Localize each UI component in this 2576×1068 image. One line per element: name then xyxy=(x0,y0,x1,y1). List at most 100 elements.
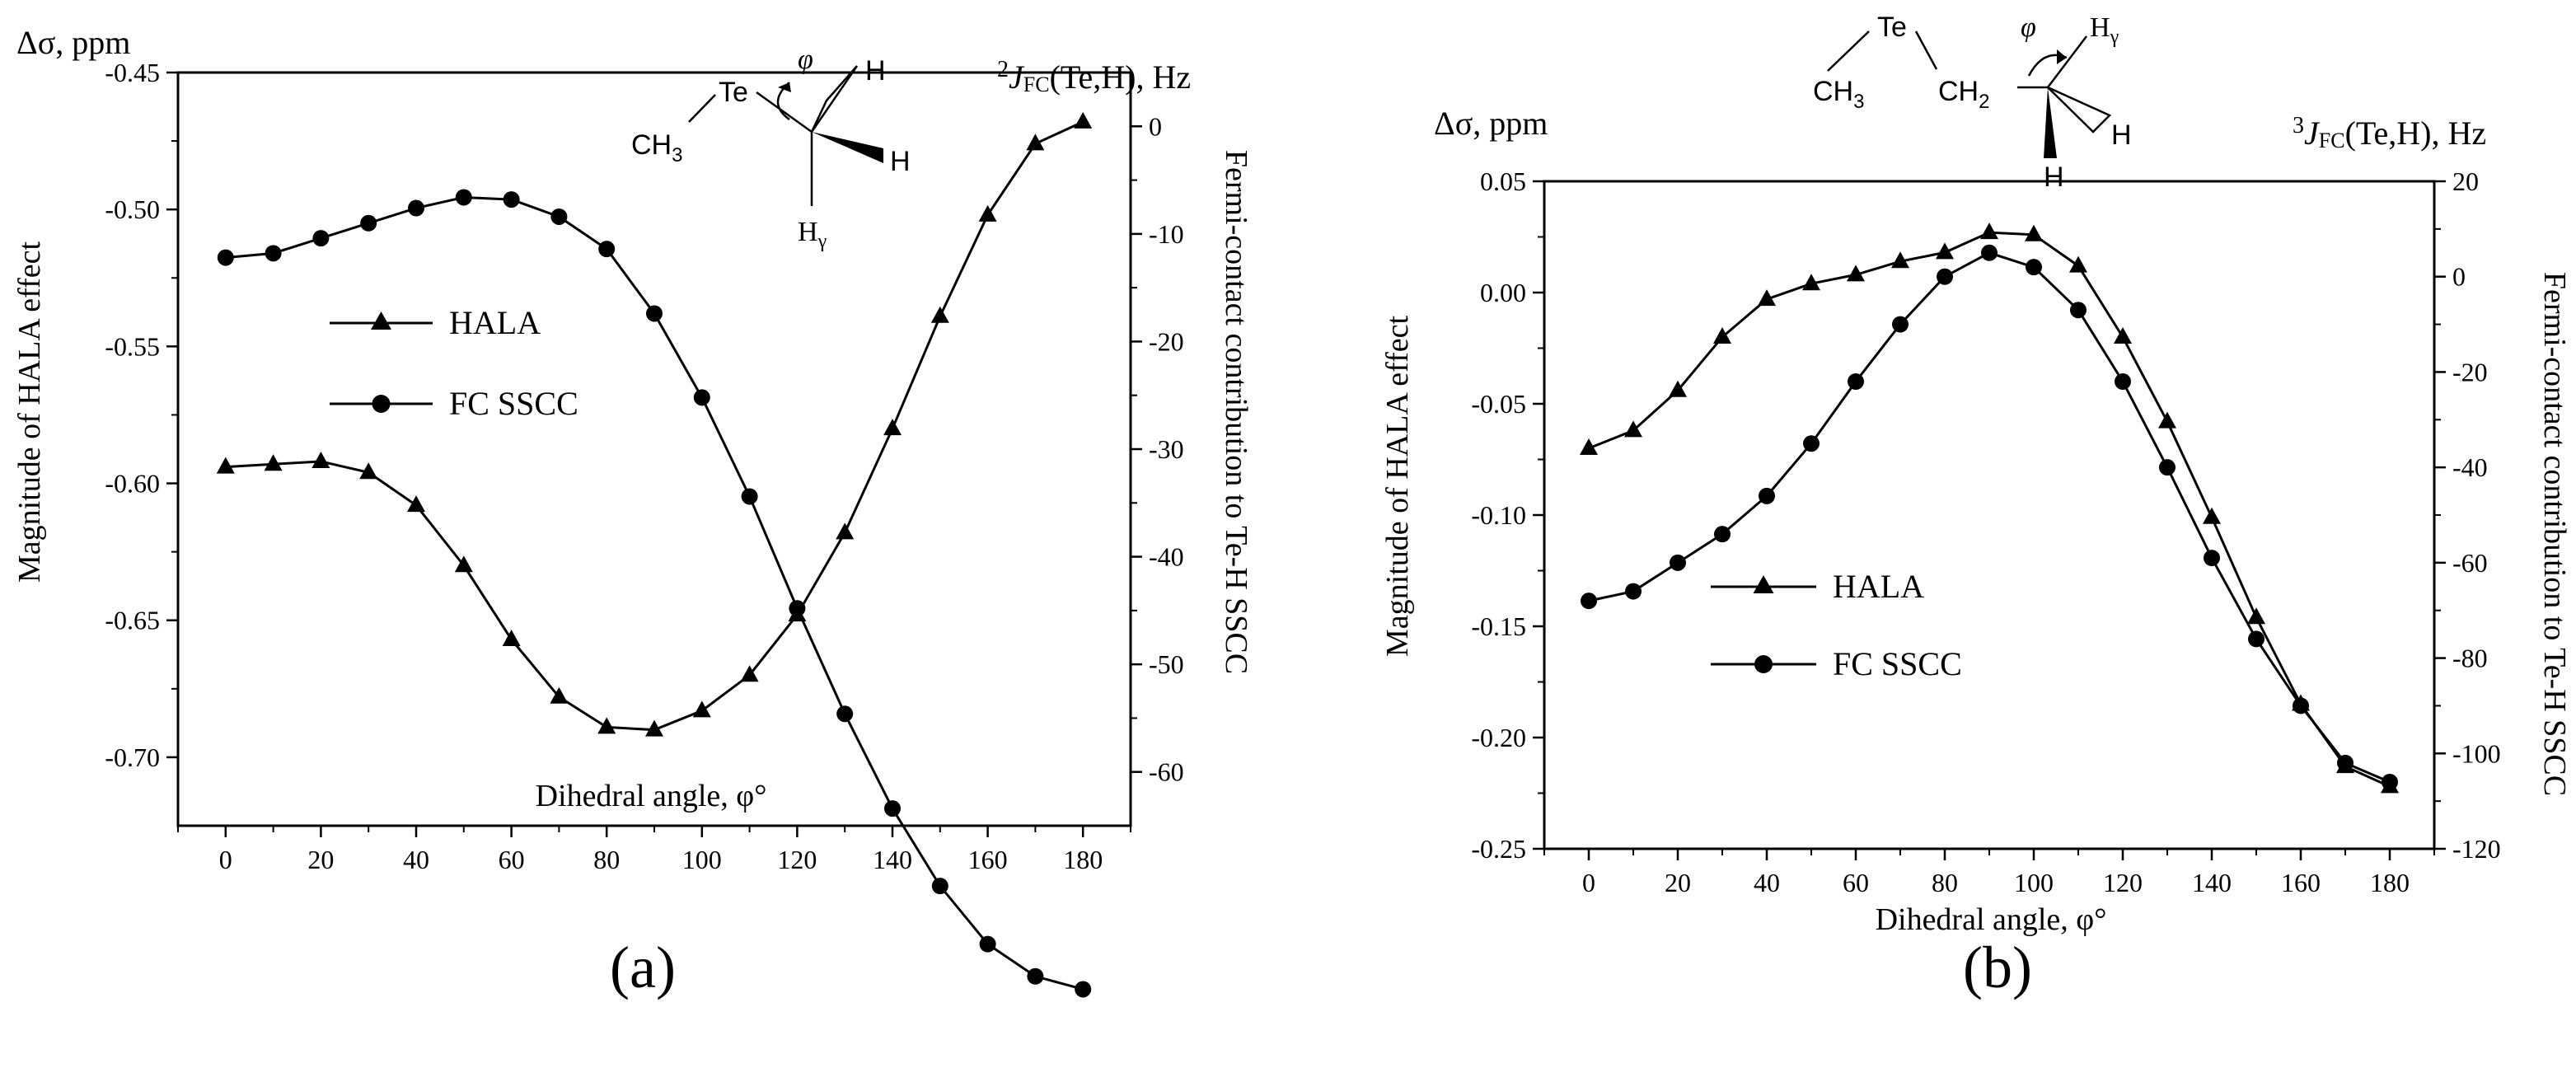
mol-a-hg-sub: γ xyxy=(817,231,827,252)
y2-tick-label: -60 xyxy=(1149,757,1184,787)
mol-b-hg: Hγ xyxy=(2090,12,2119,48)
x-tick-label: 120 xyxy=(777,845,817,874)
y2-tick-label: -100 xyxy=(2452,738,2501,768)
point-fc-sscc xyxy=(2115,373,2131,390)
mol-a-ch3: CH3 xyxy=(631,129,682,166)
legend-hala-triangle xyxy=(371,312,391,330)
point-hala xyxy=(597,717,616,734)
panel-a-right-unit-j: J xyxy=(1009,59,1025,96)
mol-b-h2: H xyxy=(2044,162,2064,193)
point-fc-sscc xyxy=(2382,774,2398,790)
x-tick-label: 80 xyxy=(593,845,620,874)
x-tick-label: 60 xyxy=(499,845,525,874)
point-hala xyxy=(836,522,855,540)
point-hala xyxy=(1580,438,1598,455)
point-fc-sscc xyxy=(931,878,948,895)
panel-b-right-unit: 3JFC(Te,H), Hz xyxy=(2293,113,2486,152)
y-tick-label: -0.70 xyxy=(105,742,160,772)
point-fc-sscc xyxy=(217,249,234,266)
point-fc-sscc xyxy=(693,389,710,406)
panel-a-y2-axis-label: Fermi-contact contribution to Te-H SSCC xyxy=(1219,150,1253,674)
mol-b-ch3: CH3 xyxy=(1813,76,1864,113)
mol-b-hg-h: H xyxy=(2090,12,2110,43)
point-hala xyxy=(2069,255,2087,273)
point-hala xyxy=(1802,274,1820,291)
y-tick-label: 0.05 xyxy=(1480,166,1526,196)
x-tick-label: 20 xyxy=(307,845,334,874)
point-hala xyxy=(930,306,949,323)
panel-a-right-unit-sub: FC xyxy=(1023,73,1050,96)
panel-a-y-axis-label: Magnitude of HALA effect xyxy=(12,241,47,583)
x-tick-label: 160 xyxy=(2281,868,2321,897)
plot-frame xyxy=(1543,180,2436,850)
point-hala xyxy=(2203,507,2221,524)
point-fc-sscc xyxy=(836,705,854,723)
point-fc-sscc xyxy=(1027,967,1044,985)
point-fc-sscc xyxy=(2026,259,2042,276)
point-fc-sscc xyxy=(741,488,758,505)
point-hala xyxy=(692,700,711,718)
point-hala xyxy=(550,686,569,704)
point-fc-sscc xyxy=(884,800,901,817)
mol-b-phi: φ xyxy=(2021,12,2036,43)
point-hala xyxy=(359,462,378,480)
point-fc-sscc xyxy=(265,245,282,262)
point-fc-sscc xyxy=(550,208,568,225)
panel-b-y-axis-label: Magnitude of HALA effect xyxy=(1380,316,1415,657)
x-tick-label: 140 xyxy=(873,845,912,874)
x-tick-label: 0 xyxy=(1582,868,1595,897)
point-fc-sscc xyxy=(1848,373,1864,390)
point-hala xyxy=(1758,289,1776,307)
point-fc-sscc xyxy=(789,600,806,617)
plot-frame xyxy=(176,71,1132,827)
point-fc-sscc xyxy=(1937,268,1953,285)
point-hala xyxy=(407,495,425,513)
y2-tick-label: 0 xyxy=(2452,262,2466,292)
panel-a-x-axis-label: Dihedral angle, φ° xyxy=(536,779,767,813)
point-fc-sscc xyxy=(1581,593,1597,610)
point-fc-sscc xyxy=(2293,697,2309,714)
point-fc-sscc xyxy=(2070,302,2087,319)
mol-a-phi: φ xyxy=(798,44,813,75)
point-hala xyxy=(2158,411,2176,429)
y2-tick-label: -60 xyxy=(2452,548,2488,578)
mol-b-ch2-sub: 2 xyxy=(1979,91,1989,113)
panel-b-axes-frame xyxy=(1543,180,2436,850)
panel-a-label: (a) xyxy=(610,934,676,1000)
point-hala xyxy=(1847,265,1865,282)
point-fc-sscc xyxy=(1075,981,1092,998)
panel-a-right-unit-sup: 2 xyxy=(997,57,1009,82)
point-hala xyxy=(1713,327,1731,344)
point-hala xyxy=(1936,242,1954,260)
panel-b-right-unit-rest: (Te,H), Hz xyxy=(2345,115,2487,152)
point-fc-sscc xyxy=(2204,550,2220,567)
point-hala xyxy=(502,629,521,646)
mol-b-ch2: CH2 xyxy=(1938,76,1989,113)
panel-a-right-unit: 2JFC(Te,H), Hz xyxy=(997,57,1191,96)
panel-a-series xyxy=(216,111,1093,998)
point-fc-sscc xyxy=(2337,754,2354,771)
panel-a-legend: HALA FC SSCC xyxy=(330,304,578,422)
point-hala xyxy=(216,457,235,474)
panel-b-ticks: 0 20 40 60 80 100 120 140 160 180 0.05 0.00 -0.05 -0.… xyxy=(1471,166,2500,897)
point-hala xyxy=(311,451,330,468)
y2-tick-label: -50 xyxy=(1149,649,1184,679)
series-line-hala xyxy=(1588,231,2391,788)
panel-b: 0 20 40 60 80 100 120 140 160 1800.050.00-0.05-0.… xyxy=(1380,12,2572,1000)
point-hala xyxy=(883,419,902,436)
y-tick-label: 0.00 xyxy=(1480,278,1526,307)
panel-a-molecule: Te CH3 φ H H Hγ xyxy=(631,44,911,252)
panel-b-right-unit-sub: FC xyxy=(2319,129,2345,152)
x-tick-label: 40 xyxy=(403,845,429,874)
series-line-fc-sscc xyxy=(1588,251,2391,784)
mol-a-ch3-sub: 3 xyxy=(672,144,682,166)
y2-tick-label: -40 xyxy=(1149,542,1184,572)
point-hala xyxy=(1669,380,1687,397)
mol-a-h1: H xyxy=(865,55,886,87)
mol-a-hg-h: H xyxy=(798,217,818,247)
x-tick-label: 40 xyxy=(1754,868,1780,897)
panel-a-ticks: 0 20 40 60 80 100 120 140 160 180-0.45-0.50-0.55-… xyxy=(105,58,1183,874)
panel-b-right-unit-sup: 3 xyxy=(2293,113,2304,138)
y-tick-label: -0.05 xyxy=(1471,389,1526,419)
